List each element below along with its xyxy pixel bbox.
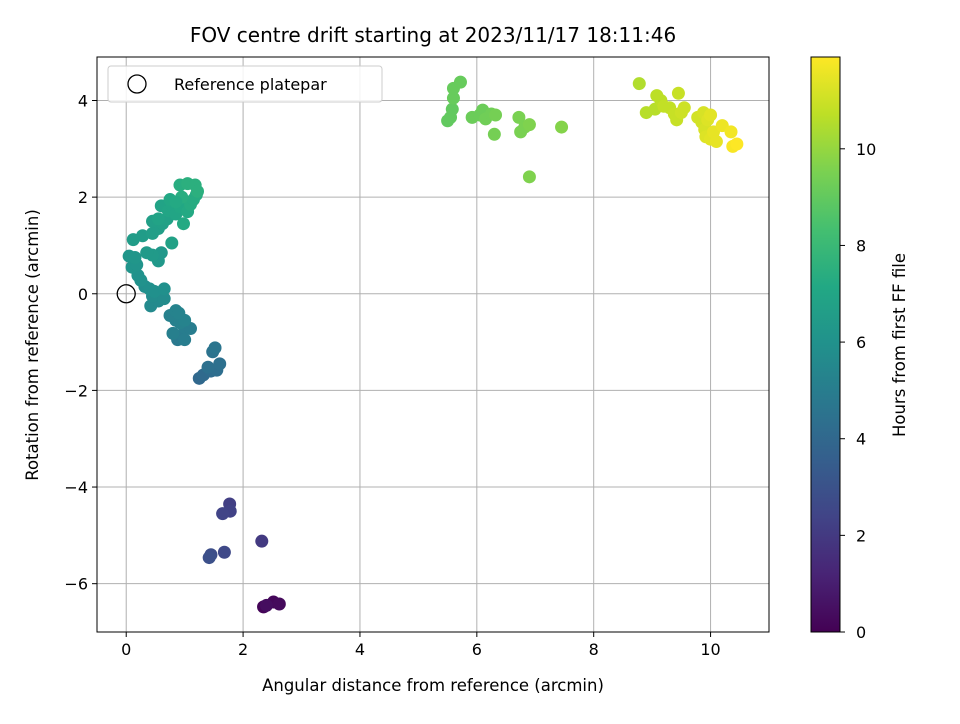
x-tick-label: 4 — [355, 640, 365, 659]
data-point — [208, 341, 222, 355]
data-point — [213, 357, 227, 371]
data-points — [122, 75, 744, 614]
x-tick-label: 2 — [238, 640, 248, 659]
y-tick-label: 4 — [78, 91, 88, 110]
data-point — [201, 360, 215, 374]
data-point — [176, 217, 190, 231]
x-axis-label: Angular distance from reference (arcmin) — [262, 676, 604, 695]
data-point — [217, 545, 231, 559]
data-point — [522, 170, 536, 184]
plot-area — [97, 57, 769, 632]
data-point — [166, 326, 180, 340]
legend: Reference platepar — [107, 65, 383, 103]
plot-frame — [96, 56, 770, 633]
data-point — [677, 101, 691, 115]
data-point — [191, 184, 205, 198]
legend-marker-open-circle — [127, 74, 147, 94]
legend-label: Reference platepar — [174, 75, 327, 94]
data-point — [522, 118, 536, 132]
data-point — [489, 108, 503, 122]
data-point — [724, 125, 738, 139]
colorbar-tick-label: 4 — [856, 430, 866, 449]
data-point — [134, 273, 148, 287]
x-tick-label: 0 — [121, 640, 131, 659]
colorbar-tick-label: 8 — [856, 236, 866, 255]
x-tick-label: 6 — [472, 640, 482, 659]
colorbar-label: Hours from first FF file — [890, 253, 909, 437]
data-point — [216, 507, 230, 521]
data-point — [157, 282, 171, 296]
data-point — [128, 251, 142, 265]
data-point — [151, 212, 165, 226]
legend-box — [107, 65, 383, 103]
colorbar-ticks: 0 2 4 6 8 10 — [840, 140, 876, 642]
data-point — [126, 233, 140, 247]
data-point — [259, 598, 273, 612]
colorbar-tick-label: 6 — [856, 333, 866, 352]
data-point — [157, 292, 171, 306]
y-tick-label: 0 — [78, 285, 88, 304]
data-point — [446, 91, 460, 105]
data-point — [709, 135, 723, 149]
data-point — [632, 77, 646, 91]
x-tick-label: 10 — [700, 640, 720, 659]
colorbar-tick-label: 10 — [856, 140, 876, 159]
colorbar-tick-label: 2 — [856, 526, 866, 545]
data-point — [165, 236, 179, 250]
reference-platepar-marker — [116, 284, 136, 304]
data-point — [487, 127, 501, 141]
colorbar-tick-label: 0 — [856, 623, 866, 642]
y-tick-label: −2 — [64, 381, 88, 400]
x-axis-ticks: 0 2 4 6 8 10 — [121, 632, 721, 659]
data-point — [172, 306, 186, 320]
data-point — [272, 597, 286, 611]
data-point — [512, 110, 526, 124]
y-axis-label: Rotation from reference (arcmin) — [23, 209, 42, 481]
data-point — [202, 551, 216, 565]
x-tick-label: 8 — [589, 640, 599, 659]
data-point — [147, 284, 161, 298]
data-point — [704, 108, 718, 122]
data-point — [178, 333, 192, 347]
data-point — [255, 534, 269, 548]
data-point — [671, 86, 685, 100]
data-point — [169, 195, 183, 209]
data-point — [555, 120, 569, 134]
y-tick-label: 2 — [78, 188, 88, 207]
chart-title: FOV centre drift starting at 2023/11/17 … — [190, 23, 676, 47]
colorbar — [810, 56, 841, 633]
data-point — [730, 137, 744, 151]
data-point — [453, 75, 467, 89]
y-tick-label: −4 — [64, 478, 88, 497]
y-tick-label: −6 — [64, 575, 88, 594]
data-point — [445, 102, 459, 116]
y-axis-ticks: −6 −4 −2 0 2 4 — [64, 91, 97, 594]
data-point — [140, 246, 154, 260]
